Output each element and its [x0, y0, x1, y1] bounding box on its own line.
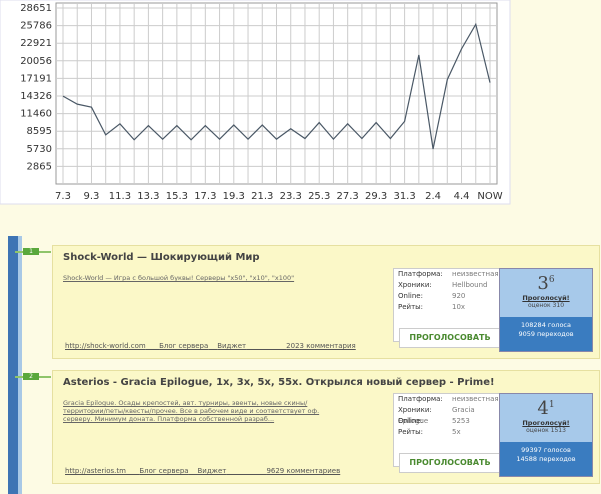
- x-tick-label: 15.3: [166, 191, 188, 202]
- field-label: Платформа:: [398, 395, 443, 403]
- x-tick-label: 25.3: [308, 191, 330, 202]
- field-value: 10x: [452, 303, 466, 311]
- y-tick-label: 22921: [20, 38, 52, 49]
- vote-button[interactable]: ПРОГОЛОСОВАТЬ: [399, 328, 501, 348]
- site-url[interactable]: http://asterios.tm: [65, 467, 126, 475]
- field-row: Рейты: 5x: [394, 427, 500, 438]
- score: 3: [537, 273, 549, 294]
- x-tick-label: 11.3: [109, 191, 131, 202]
- x-tick-label: 19.3: [223, 191, 245, 202]
- field-row: Online: 920: [394, 291, 500, 302]
- field-row: Рейты: 10x: [394, 302, 500, 313]
- field-value: 5x: [452, 428, 461, 436]
- field-label: Хроники:: [398, 281, 432, 289]
- x-tick-label: 9.3: [84, 191, 100, 202]
- x-tick-label: 27.3: [337, 191, 359, 202]
- score-fraction: 6: [548, 275, 555, 285]
- votes: 108284 голоса: [521, 321, 571, 329]
- field-value: Gracia Epilogue: [398, 406, 475, 425]
- field-row: Online: 5253: [394, 416, 500, 427]
- x-tick-label: 2.4: [425, 191, 441, 202]
- y-tick-label: 28651: [20, 3, 52, 14]
- rank-badge: 2: [23, 373, 39, 380]
- field-row: Хроники: Hellbound: [394, 280, 500, 291]
- field-value: Hellbound: [452, 281, 488, 289]
- y-tick-label: 2865: [27, 161, 52, 172]
- field-row: Платформа: неизвестная: [394, 394, 500, 405]
- chart: 2865 5730 8595 11460 14326 17191 20056 22921 257…: [0, 0, 511, 205]
- server-title[interactable]: Asterios - Gracia Epilogue, 1x, 3x, 5x, …: [63, 377, 495, 388]
- y-tick-label: 17191: [20, 73, 52, 84]
- field-value: неизвестная: [452, 395, 499, 403]
- score-box: 36 Проголосуй! оценок 310 108284 голоса 9…: [499, 268, 593, 352]
- comments-link[interactable]: 2023 комментария: [286, 342, 356, 350]
- field-value: 920: [452, 292, 466, 300]
- score-fraction: 1: [548, 400, 555, 410]
- description[interactable]: Shock-World — Игра с большой буквы! Серв…: [63, 274, 295, 282]
- field-label: Рейты:: [398, 303, 424, 311]
- blog-link[interactable]: Блог сервера: [139, 467, 189, 475]
- y-tick-label: 11460: [20, 109, 52, 120]
- field-label: Online:: [398, 292, 423, 300]
- x-tick-label: NOW: [477, 191, 502, 202]
- vote-link[interactable]: Проголосуй!: [522, 294, 570, 302]
- server-listing: 2 Asterios - Gracia Epilogue, 1x, 3x, 5x…: [15, 370, 600, 484]
- field-row: Хроники: Gracia Epilogue: [394, 405, 500, 425]
- y-tick-label: 25786: [20, 21, 52, 32]
- field-label: Хроники:: [398, 406, 432, 414]
- vote-button[interactable]: ПРОГОЛОСОВАТЬ: [399, 453, 501, 473]
- score: 4: [537, 398, 549, 419]
- field-label: Рейты:: [398, 428, 424, 436]
- footer-links: http://asterios.tm Блог сервера Виджет 9…: [65, 467, 340, 475]
- site-url[interactable]: http://shock-world.com: [65, 342, 146, 350]
- field-row: Платформа: неизвестная: [394, 269, 500, 280]
- widget-link[interactable]: Виджет: [217, 342, 247, 350]
- visits: 9059 переходов: [518, 330, 574, 338]
- data-line: [62, 22, 491, 150]
- description[interactable]: Gracia Epilogue. Осады крепостей, авт. т…: [63, 399, 320, 423]
- y-tick-label: 5730: [27, 144, 52, 155]
- y-tick-label: 8595: [27, 126, 52, 137]
- server-title[interactable]: Shock-World — Шокирующий Мир: [63, 252, 260, 263]
- field-value: неизвестная: [452, 270, 499, 278]
- x-tick-label: 17.3: [194, 191, 216, 202]
- score-box: 41 Проголосуй! оценок 1513 99397 голосов…: [499, 393, 593, 477]
- x-tick-label: 7.3: [55, 191, 71, 202]
- votes: 99397 голосов: [521, 446, 571, 454]
- x-tick-label: 21.3: [251, 191, 273, 202]
- server-listing: 1 Shock-World — Шокирующий Мир Shock-Wor…: [15, 245, 600, 359]
- ratings-count: оценок 1513: [526, 427, 566, 434]
- comments-link[interactable]: 9629 комментариев: [266, 467, 341, 475]
- field-value: 5253: [452, 417, 470, 425]
- y-tick-label: 14326: [20, 91, 52, 102]
- side-strip: [8, 236, 22, 494]
- footer-links: http://shock-world.com Блог сервера Видж…: [65, 342, 356, 350]
- blog-link[interactable]: Блог сервера: [159, 342, 209, 350]
- x-tick-label: 23.3: [280, 191, 302, 202]
- field-label: Платформа:: [398, 270, 443, 278]
- widget-link[interactable]: Виджет: [197, 467, 227, 475]
- vote-link[interactable]: Проголосуй!: [522, 419, 570, 427]
- x-tick-label: 13.3: [137, 191, 159, 202]
- y-tick-label: 20056: [20, 56, 52, 67]
- x-tick-label: 29.3: [365, 191, 387, 202]
- field-label: Online:: [398, 417, 423, 425]
- ratings-count: оценок 310: [527, 302, 565, 309]
- visits: 14588 переходов: [516, 455, 576, 463]
- x-tick-label: 4.4: [454, 191, 470, 202]
- rank-badge: 1: [23, 248, 39, 255]
- x-tick-label: 31.3: [393, 191, 415, 202]
